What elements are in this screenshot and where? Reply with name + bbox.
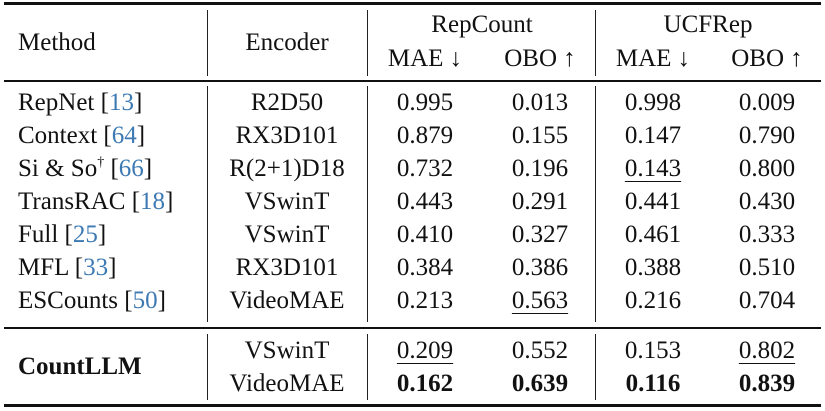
vline-method-encoder-header bbox=[207, 10, 209, 76]
method-name: RepNet bbox=[18, 89, 95, 116]
value-cell: 0.209 bbox=[396, 337, 454, 364]
method-name: TransRAC bbox=[18, 188, 126, 215]
encoder-cell: VSwinT bbox=[244, 188, 330, 215]
value-cell: 0.388 bbox=[624, 254, 682, 281]
value-cell: 0.147 bbox=[624, 122, 682, 149]
vline-method-encoder-body bbox=[207, 86, 209, 322]
top-rule bbox=[4, 2, 821, 5]
value-cell: 0.443 bbox=[396, 188, 454, 215]
header-repcount-obo: OBO ↑ bbox=[504, 45, 576, 72]
value-cell: 0.162 bbox=[396, 370, 454, 397]
vline-repcount-ucfrep-body bbox=[595, 86, 597, 322]
vline-repcount-ucfrep-ours bbox=[595, 334, 597, 400]
value-cell: 0.879 bbox=[396, 122, 454, 149]
value-cell: 0.461 bbox=[624, 221, 682, 248]
encoder-cell: VSwinT bbox=[244, 221, 330, 248]
method-cell: TransRAC [18] bbox=[18, 188, 174, 215]
method-name: Full bbox=[18, 221, 59, 248]
value-cell: 0.386 bbox=[511, 254, 569, 281]
value-cell: 0.143 bbox=[624, 155, 682, 182]
method-cell: Si & So† [66] bbox=[18, 155, 153, 182]
value-cell: 0.704 bbox=[738, 287, 796, 314]
encoder-cell: R2D50 bbox=[250, 89, 324, 116]
vline-encoder-repcount-header bbox=[367, 10, 369, 76]
value-cell: 0.155 bbox=[511, 122, 569, 149]
ours-method-countllm: CountLLM bbox=[18, 353, 142, 380]
value-cell: 0.790 bbox=[738, 122, 796, 149]
citation-link[interactable]: 50 bbox=[132, 287, 158, 314]
value-cell: 0.441 bbox=[624, 188, 682, 215]
method-cell: RepNet [13] bbox=[18, 89, 143, 116]
method-name: MFL bbox=[18, 254, 69, 281]
citation-link[interactable]: 18 bbox=[140, 188, 166, 215]
value-cell: 0.196 bbox=[511, 155, 569, 182]
value-cell: 0.995 bbox=[396, 89, 454, 116]
encoder-cell: VideoMAE bbox=[229, 287, 345, 314]
vline-repcount-ucfrep-header bbox=[595, 10, 597, 76]
value-cell: 0.216 bbox=[624, 287, 682, 314]
header-group-ucfrep: UCFRep bbox=[663, 11, 753, 38]
ours-midrule bbox=[4, 327, 821, 329]
value-cell: 0.009 bbox=[738, 89, 796, 116]
value-cell: 0.552 bbox=[511, 337, 569, 364]
value-cell: 0.732 bbox=[396, 155, 454, 182]
value-cell: 0.802 bbox=[738, 337, 796, 364]
value-cell: 0.639 bbox=[511, 370, 569, 397]
citation-link[interactable]: 33 bbox=[83, 254, 109, 281]
method-cell: Context [64] bbox=[18, 122, 146, 149]
value-cell: 0.563 bbox=[511, 287, 569, 314]
value-cell: 0.153 bbox=[624, 337, 682, 364]
method-name: Si & So bbox=[18, 155, 98, 182]
bottom-rule bbox=[4, 404, 821, 407]
citation-link[interactable]: 64 bbox=[111, 122, 137, 149]
encoder-cell: VSwinT bbox=[244, 337, 330, 364]
value-cell: 0.839 bbox=[738, 370, 796, 397]
vline-encoder-repcount-ours bbox=[367, 334, 369, 400]
value-cell: 0.116 bbox=[625, 370, 681, 397]
value-cell: 0.800 bbox=[738, 155, 796, 182]
header-group-repcount: RepCount bbox=[431, 11, 533, 38]
value-cell: 0.013 bbox=[511, 89, 569, 116]
header-method: Method bbox=[18, 29, 96, 56]
method-name: Context bbox=[18, 122, 98, 149]
value-cell: 0.213 bbox=[396, 287, 454, 314]
citation-link[interactable]: 25 bbox=[72, 221, 98, 248]
encoder-cell: R(2+1)D18 bbox=[229, 155, 345, 182]
method-cell: MFL [33] bbox=[18, 254, 117, 281]
value-cell: 0.998 bbox=[624, 89, 682, 116]
value-cell: 0.430 bbox=[738, 188, 796, 215]
encoder-cell: RX3D101 bbox=[235, 122, 339, 149]
value-cell: 0.291 bbox=[511, 188, 569, 215]
value-cell: 0.384 bbox=[396, 254, 454, 281]
value-cell: 0.327 bbox=[511, 221, 569, 248]
header-repcount-mae: MAE ↓ bbox=[387, 45, 463, 72]
method-name: ESCounts bbox=[18, 287, 119, 314]
method-cell: ESCounts [50] bbox=[18, 287, 166, 314]
encoder-cell: VideoMAE bbox=[229, 370, 345, 397]
citation-link[interactable]: 13 bbox=[108, 89, 134, 116]
header-ucfrep-obo: OBO ↑ bbox=[731, 45, 803, 72]
vline-encoder-repcount-body bbox=[367, 86, 369, 322]
header-encoder: Encoder bbox=[245, 29, 329, 56]
vline-method-encoder-ours bbox=[207, 334, 209, 400]
value-cell: 0.333 bbox=[738, 221, 796, 248]
value-cell: 0.510 bbox=[738, 254, 796, 281]
method-cell: Full [25] bbox=[18, 221, 107, 248]
citation-link[interactable]: 66 bbox=[118, 155, 144, 182]
value-cell: 0.410 bbox=[396, 221, 454, 248]
header-midrule bbox=[4, 80, 821, 82]
encoder-cell: RX3D101 bbox=[235, 254, 339, 281]
header-ucfrep-mae: MAE ↓ bbox=[615, 45, 691, 72]
dagger-mark: † bbox=[97, 155, 105, 170]
